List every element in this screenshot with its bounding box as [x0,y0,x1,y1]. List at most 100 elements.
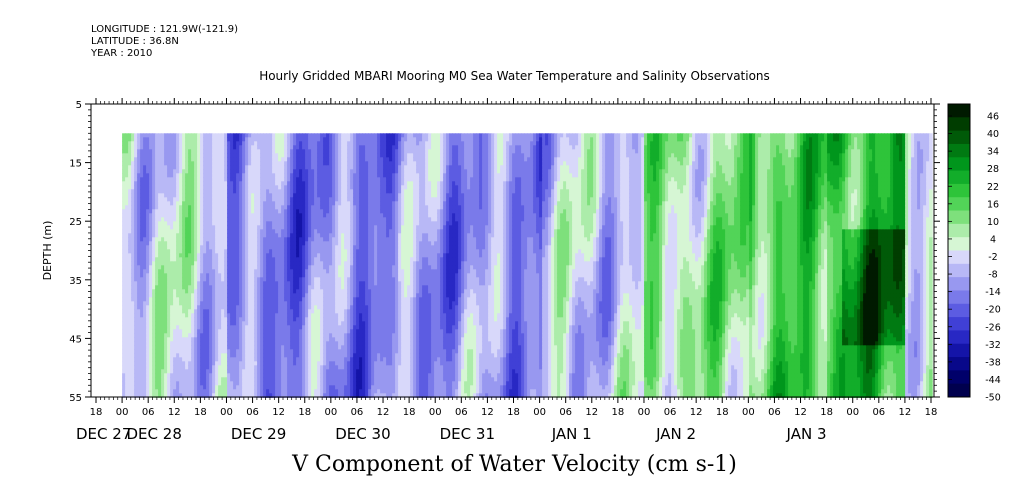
heatmap-cell [344,177,348,182]
heatmap-cell [323,141,327,146]
heatmap-cell [221,185,225,190]
heatmap-cell [170,173,174,178]
heatmap-cell [290,209,294,214]
heatmap-cell [254,209,258,214]
heatmap-cell [296,357,300,362]
heatmap-cell [194,185,198,190]
heatmap-cell [296,269,300,274]
heatmap-cell [218,193,222,198]
heatmap-cell [326,309,330,314]
heatmap-cell [236,277,240,282]
heatmap-cell [155,361,159,366]
heatmap-cell [347,201,351,206]
heatmap-cell [161,197,165,202]
heatmap-cell [188,309,192,314]
heatmap-cell [188,221,192,226]
heatmap-cell [293,321,297,326]
heatmap-cell [185,209,189,214]
heatmap-cell [329,293,333,298]
heatmap-cell [227,209,231,214]
heatmap-cell [131,373,135,378]
heatmap-cell [173,297,177,302]
heatmap-cell [344,241,348,246]
heatmap-cell [194,369,198,374]
heatmap-cell [209,309,213,314]
heatmap-cell [296,289,300,294]
heatmap-cell [254,325,258,330]
heatmap-cell [272,133,276,138]
heatmap-cell [269,253,273,258]
heatmap-cell [134,329,138,334]
heatmap-cell [182,385,186,390]
heatmap-cell [221,177,225,182]
heatmap-cell [128,297,132,302]
heatmap-cell [311,149,315,154]
heatmap-cell [320,169,324,174]
heatmap-cell [209,245,213,250]
heatmap-cell [308,345,312,350]
heatmap-cell [218,145,222,150]
heatmap-cell [197,153,201,158]
heatmap-cell [302,197,306,202]
heatmap-cell [206,261,210,266]
heatmap-cell [284,353,288,358]
heatmap-cell [173,237,177,242]
heatmap-cell [254,141,258,146]
heatmap-cell [125,373,129,378]
heatmap-cell [131,241,135,246]
heatmap-cell [167,173,171,178]
heatmap-cell [218,205,222,210]
heatmap-cell [158,361,162,366]
heatmap-cell [194,221,198,226]
heatmap-cell [182,201,186,206]
heatmap-cell [170,389,174,394]
heatmap-cell [323,321,327,326]
heatmap-cell [299,193,303,198]
heatmap-cell [272,385,276,390]
heatmap-cell [245,273,249,278]
heatmap-cell [335,161,339,166]
heatmap-cell [305,325,309,330]
heatmap-cell [170,293,174,298]
heatmap-cell [311,313,315,318]
heatmap-cell [206,285,210,290]
heatmap-cell [194,249,198,254]
heatmap-cell [242,329,246,334]
heatmap-cell [179,269,183,274]
heatmap-cell [161,265,165,270]
heatmap-cell [335,233,339,238]
heatmap-cell [245,305,249,310]
heatmap-cell [170,169,174,174]
heatmap-cell [269,301,273,306]
heatmap-cell [131,325,135,330]
heatmap-cell [248,261,252,266]
heatmap-cell [146,137,150,142]
heatmap-cell [203,213,207,218]
heatmap-cell [203,205,207,210]
heatmap-cell [170,153,174,158]
heatmap-cell [155,229,159,234]
heatmap-cell [188,293,192,298]
heatmap-cell [230,169,234,174]
heatmap-cell [305,317,309,322]
heatmap-cell [191,253,195,258]
heatmap-cell [125,185,129,190]
heatmap-cell [290,301,294,306]
heatmap-cell [164,385,168,390]
heatmap-cell [146,169,150,174]
heatmap-cell [272,233,276,238]
heatmap-cell [311,173,315,178]
heatmap-cell [164,285,168,290]
heatmap-cell [338,185,342,190]
heatmap-cell [140,333,144,338]
heatmap-cell [179,325,183,330]
heatmap-cell [278,329,282,334]
heatmap-cell [335,217,339,222]
heatmap-cell [143,165,147,170]
heatmap-cell [311,385,315,390]
heatmap-cell [260,137,264,142]
heatmap-cell [332,277,336,282]
heatmap-cell [248,181,252,186]
heatmap-cell [215,285,219,290]
heatmap-cell [182,221,186,226]
